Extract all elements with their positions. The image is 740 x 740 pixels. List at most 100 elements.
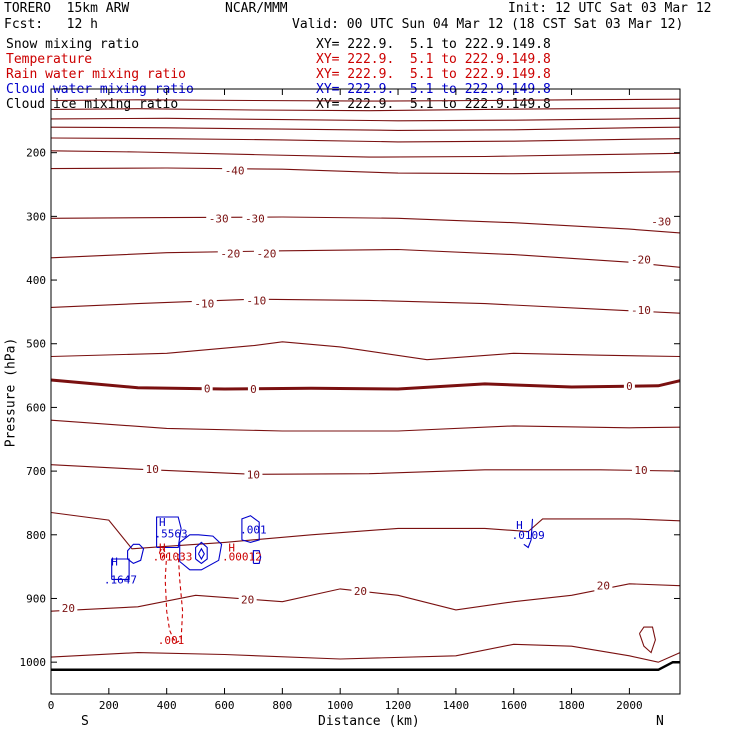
cloud-water-contour-5 [198, 547, 205, 561]
contour-label-bg-16 [59, 602, 78, 615]
contour-label-bg-13 [143, 463, 162, 476]
contour-label-22: H [159, 516, 166, 529]
isotherm-loop [638, 626, 656, 654]
isotherm-line-7 [50, 216, 681, 234]
contour-labels: -40 -30 -30 -30 -20 -20 -20 -10 -10 -10 0 0 0 10 10 10 2… [59, 164, 674, 647]
contour-label-29: H [228, 542, 235, 555]
cloud-water-contour-7 [252, 550, 262, 564]
x-tick-label-5: 1000 [327, 699, 354, 712]
contour-label-bg-18 [351, 584, 370, 597]
contour-label-9: -10 [631, 304, 651, 317]
isotherm-line-6 [50, 167, 681, 175]
contour-label-bg-11 [247, 382, 259, 395]
y-tick-label-0: 200 [26, 147, 46, 160]
contour-label-bg-0 [222, 164, 248, 177]
contour-label-28: .01033 [153, 550, 193, 563]
isotherm-line-3 [50, 126, 681, 131]
contour-label-24: .001 [240, 524, 267, 537]
isotherm-line-8 [50, 248, 681, 268]
y-tick-label-2: 400 [26, 274, 46, 287]
contour-label-2: -30 [245, 212, 265, 225]
contour-label-bg-10 [201, 382, 213, 395]
contour-label-30: .00012 [222, 550, 262, 563]
x-tick-label-4: 800 [272, 699, 292, 712]
isotherm-line-10 [50, 341, 681, 361]
contour-label-11: 0 [250, 383, 257, 396]
field-name-snow: Snow mixing ratio [6, 37, 140, 52]
contour-label-31: .001 [158, 634, 185, 647]
isotherm-line-1 [50, 107, 681, 112]
contour-label-bg-5 [253, 247, 279, 260]
contour-label-21: .1647 [104, 573, 137, 586]
isotherm-line-11 [50, 378, 681, 391]
y-tick-label-8: 1000 [20, 656, 47, 669]
contour-label-18: 20 [354, 585, 367, 598]
x-axis-left-end-label: S [81, 714, 89, 729]
contour-label-bg-15 [631, 463, 650, 476]
isotherm-lines [50, 98, 681, 672]
field-name-rain: Rain water mixing ratio [6, 67, 187, 82]
y-tick-label-4: 600 [26, 401, 46, 414]
rain-contours [158, 546, 184, 644]
contour-label-20: H [111, 556, 118, 569]
x-tick-label-6: 1200 [385, 699, 412, 712]
x-axis-label: Distance (km) [318, 714, 420, 729]
contour-label-6: -20 [631, 254, 651, 267]
cloud-water-contour-1 [111, 558, 130, 580]
contour-label-bg-4 [217, 247, 243, 260]
x-tick-label-9: 1800 [558, 699, 585, 712]
y-tick-label-6: 800 [26, 529, 46, 542]
isotherm-line-12 [50, 419, 681, 432]
contour-label-1: -30 [209, 212, 229, 225]
isotherm-line-5 [50, 150, 681, 158]
model-title: TORERO 15km ARW [4, 1, 130, 16]
valid-time: Valid: 00 UTC Sun 04 Mar 12 (18 CST Sat … [292, 17, 684, 32]
contour-label-bg-12 [623, 379, 635, 392]
contour-label-14: 10 [247, 468, 260, 481]
x-tick-label-3: 600 [215, 699, 235, 712]
axes: 0 200 400 600 800 1000 1200 1400 1600 1800 2000200… [20, 89, 680, 712]
cloud-water-contour-2 [156, 516, 182, 549]
contour-label-7: -10 [194, 298, 214, 311]
plot-frame [50, 88, 681, 695]
contour-label-26: .0109 [512, 529, 545, 542]
contour-label-27: H [159, 542, 166, 555]
contour-label-0: -40 [225, 165, 245, 178]
x-tick-label-7: 1400 [443, 699, 470, 712]
isotherm-line-14 [50, 511, 681, 550]
contour-label-bg-2 [242, 212, 268, 225]
init-time: Init: 12 UTC Sat 03 Mar 12 [508, 1, 712, 16]
contour-label-10: 0 [204, 382, 211, 395]
contour-label-12: 0 [626, 380, 633, 393]
contour-label-13: 10 [146, 463, 159, 476]
x-tick-label-1: 200 [99, 699, 119, 712]
cloud-water-contour-6 [241, 515, 260, 543]
field-xy-rain: XY= 222.9. 5.1 to 222.9.149.8 [316, 67, 551, 82]
contour-label-bg-8 [243, 294, 269, 307]
isotherm-line-15 [50, 583, 681, 612]
contour-label-15: 10 [634, 464, 647, 477]
isotherm-line-4 [50, 137, 681, 143]
contour-label-bg-3 [648, 215, 674, 228]
x-axis-right-end-label: N [656, 714, 664, 729]
ground-surface-line [51, 660, 680, 672]
y-tick-label-3: 500 [26, 338, 46, 351]
contour-label-bg-7 [191, 297, 217, 310]
field-xy-snow: XY= 222.9. 5.1 to 222.9.149.8 [316, 37, 551, 52]
contour-label-bg-9 [628, 303, 654, 316]
isotherm-line-16 [50, 643, 681, 663]
cloud-water-contour-4 [195, 541, 208, 565]
contour-label-bg-6 [628, 253, 654, 266]
contour-label-5: -20 [257, 247, 277, 260]
cloud-water-contour-3 [179, 534, 223, 571]
org-label: NCAR/MMM [225, 1, 288, 16]
contour-label-8: -10 [246, 294, 266, 307]
y-tick-label-1: 300 [26, 210, 46, 223]
y-tick-label-5: 700 [26, 465, 46, 478]
rain-contour-1 [158, 546, 166, 559]
contour-label-4: -20 [220, 247, 240, 260]
isotherm-line-13 [50, 464, 681, 475]
cloud-water-contours [111, 515, 534, 580]
x-tick-label-8: 1600 [500, 699, 527, 712]
